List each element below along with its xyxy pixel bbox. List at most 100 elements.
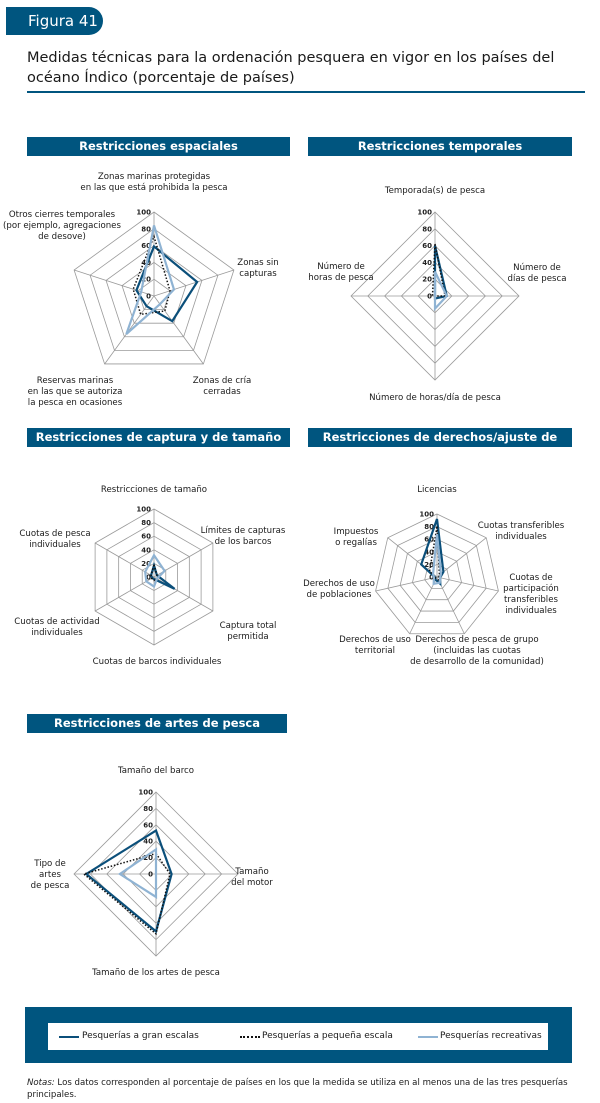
tick-label: 80 xyxy=(141,519,151,527)
axis-label: Otros cierres temporales (por ejemplo, a… xyxy=(3,210,121,242)
tick-label: 80 xyxy=(143,805,153,813)
panel-title-derechos: Restricciones de derechos/ajuste de ince… xyxy=(308,428,572,463)
axis-label: Número de horas de pesca xyxy=(308,262,374,283)
axis-label: Tamaño del motor xyxy=(231,867,273,888)
axis-label: Número de días de pesca xyxy=(507,263,567,284)
series-pequena-escala xyxy=(150,561,158,582)
panel-title-temporales: Restricciones temporales xyxy=(308,137,572,156)
axis-spoke xyxy=(94,576,155,612)
tick-label: 100 xyxy=(138,789,153,797)
notes-text: Los datos corresponden al porcentaje de … xyxy=(27,1078,568,1100)
legend-box xyxy=(48,1023,548,1050)
axis-spoke xyxy=(436,537,487,578)
legend-swatch-recreativas xyxy=(418,1036,438,1038)
tick-label: 0 xyxy=(429,574,434,582)
axis-label: Cuotas de participación transferibles in… xyxy=(503,573,559,616)
axis-spoke xyxy=(153,295,204,365)
tick-label: 80 xyxy=(141,225,151,233)
grid-ring xyxy=(411,551,463,601)
tick-label: 40 xyxy=(141,546,151,554)
series-recreativas xyxy=(431,534,443,586)
panel-title-artes: Restricciones de artes de pesca xyxy=(27,714,287,733)
tick-label: 60 xyxy=(422,242,432,250)
tick-label: 20 xyxy=(141,560,151,568)
notes: Notas: Los datos corresponden al porcent… xyxy=(27,1077,577,1101)
series-gran-escala xyxy=(419,518,445,587)
tick-label: 20 xyxy=(422,276,432,284)
axis-label: Tipo de artes de pesca xyxy=(30,859,70,891)
tick-label: 40 xyxy=(422,259,432,267)
axis-spoke xyxy=(436,576,465,634)
legend-label-recreativas: Pesquerías recreativas xyxy=(440,1031,542,1041)
grid-ring xyxy=(73,211,235,365)
axis-label: Licencias xyxy=(417,485,457,495)
tick-label: 40 xyxy=(424,548,434,556)
tick-label: 60 xyxy=(141,533,151,541)
tick-label: 100 xyxy=(136,506,151,514)
series-pequena-escala xyxy=(82,852,171,936)
tick-label: 80 xyxy=(422,225,432,233)
legend-label-gran: Pesquerías a gran escalas xyxy=(82,1031,199,1041)
axis-label: Cuotas de pesca individuales xyxy=(19,529,91,550)
axis-label: Cuotas transferibles individuales xyxy=(477,521,565,542)
tick-label: 20 xyxy=(424,561,434,569)
radar-chart-2: 0 20 40 60 80 100 xyxy=(350,209,520,381)
panel-title-captura: Restricciones de captura y de tamaño xyxy=(27,428,290,447)
tick-label: 100 xyxy=(136,209,151,217)
series-recreativas xyxy=(433,271,449,312)
grid-ring xyxy=(375,513,499,635)
axis-label: Temporada(s) de pesca xyxy=(384,186,486,196)
axis-label: Captura total permitida xyxy=(219,621,277,642)
tick-label: 0 xyxy=(427,293,432,301)
axis-spoke xyxy=(409,576,438,634)
axis-label: Derechos de uso territorial xyxy=(339,635,411,656)
axis-label: Tamaño del barco xyxy=(117,766,195,776)
tick-label: 40 xyxy=(143,838,153,846)
panel-title-espaciales: Restricciones espaciales xyxy=(27,137,290,156)
axis-label: Reservas marinas en las que se autoriza … xyxy=(27,376,123,408)
tick-label: 60 xyxy=(143,821,153,829)
series-recreativas xyxy=(144,553,167,589)
grid-ring xyxy=(399,538,475,612)
tick-label: 60 xyxy=(141,242,151,250)
tick-label: 100 xyxy=(417,209,432,217)
axis-label: Cuotas de actividad individuales xyxy=(14,617,100,638)
tick-label: 20 xyxy=(143,854,153,862)
series-gran-escala xyxy=(135,244,199,323)
figure-label: Figura 41 xyxy=(6,7,103,35)
axis-label: Impuestos o regalías xyxy=(333,527,379,548)
axis-label: Número de horas/día de pesca xyxy=(369,393,501,403)
axis-spoke xyxy=(153,269,235,297)
axis-label: Zonas de cría cerradas xyxy=(192,376,252,397)
axis-label: Zonas marinas protegidas en las que está… xyxy=(80,172,228,193)
axis-label: Límites de capturas de los barcos xyxy=(200,526,286,547)
axis-label: Cuotas de barcos individuales xyxy=(92,657,222,667)
axis-spoke xyxy=(94,542,155,578)
axis-label: Tamaño de los artes de pesca xyxy=(92,968,220,978)
series-recreativas xyxy=(117,847,158,899)
axis-label: Derechos de pesca de grupo (incluidas la… xyxy=(410,635,544,667)
axis-spoke xyxy=(375,576,438,592)
tick-label: 100 xyxy=(419,511,434,519)
axis-label: Zonas sin capturas xyxy=(237,258,279,279)
figure-title: Medidas técnicas para la ordenación pesq… xyxy=(27,50,555,86)
tick-label: 0 xyxy=(146,574,151,582)
legend-swatch-gran xyxy=(59,1036,79,1038)
tick-label: 0 xyxy=(148,871,153,879)
grid-ring xyxy=(89,228,219,351)
notes-prefix: Notas: xyxy=(27,1078,55,1088)
grid-ring xyxy=(121,261,187,324)
legend-label-pequena: Pesquerías a pequeña escala xyxy=(262,1031,393,1041)
radar-chart-3: 0 20 40 60 80 100 xyxy=(94,506,214,646)
axis-label: Derechos de uso de poblaciones xyxy=(303,579,375,600)
title-divider xyxy=(27,91,585,93)
tick-label: 80 xyxy=(424,523,434,531)
tick-label: 20 xyxy=(141,276,151,284)
legend-swatch-pequena xyxy=(240,1036,260,1038)
axis-spoke xyxy=(436,576,499,592)
grid-ring xyxy=(105,245,203,338)
